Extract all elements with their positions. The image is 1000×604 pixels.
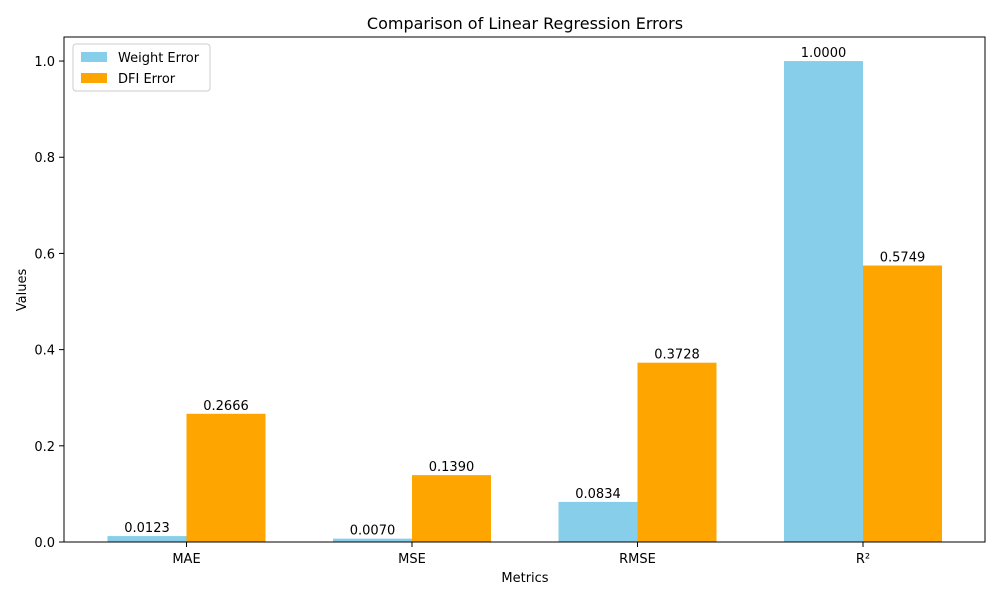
legend-label: DFI Error [118, 72, 176, 87]
bar-dfi-error-3 [863, 265, 942, 542]
bar-dfi-error-1 [412, 475, 491, 542]
bar-value-label: 1.0000 [801, 46, 847, 61]
legend-label: Weight Error [118, 51, 200, 66]
x-tick-label: RMSE [619, 552, 656, 567]
y-tick-label: 1.0 [34, 55, 55, 70]
bar-value-label: 0.2666 [203, 399, 249, 414]
bar-value-label: 0.5749 [880, 251, 926, 266]
bar-value-label: 0.0834 [575, 487, 621, 502]
legend-box [72, 43, 211, 92]
y-tick-label: 0.6 [34, 247, 55, 262]
bar-dfi-error-2 [637, 362, 717, 542]
x-tick-label: MAE [172, 552, 200, 567]
y-tick-label: 0.8 [34, 151, 55, 166]
bar-value-label: 0.3728 [654, 348, 700, 363]
axes-layer: MAE MSE RMSE R² 0.0 0.2 0.4 0.6 0.8 1.0 [34, 36, 986, 567]
bar-value-label: 0.0070 [350, 524, 396, 539]
bar-weight-error-0 [107, 536, 187, 542]
bar-value-label: 0.0123 [124, 521, 170, 536]
legend-swatch [81, 52, 107, 62]
x-axis-label: Metrics [501, 571, 548, 586]
bar-weight-error-2 [558, 501, 638, 542]
bar-weight-error-1 [333, 538, 412, 542]
plot-frame [63, 36, 986, 543]
x-tick-label: MSE [398, 552, 426, 567]
y-tick-label: 0.4 [34, 344, 55, 359]
y-tick-label: 0.0 [34, 536, 55, 551]
chart-title: Comparison of Linear Regression Errors [367, 14, 683, 33]
bar-value-label: 0.1390 [429, 460, 475, 475]
bar-dfi-error-0 [186, 413, 266, 542]
y-tick-label: 0.2 [34, 440, 55, 455]
legend-swatch [81, 73, 107, 83]
x-tick-label: R² [856, 552, 870, 567]
legend: Weight Error DFI Error [72, 43, 211, 92]
bars-layer: 0.0123 0.2666 0.0070 0.1390 0.0834 0.3728 1.00… [107, 46, 942, 543]
y-axis-label: Values [15, 269, 30, 312]
bar-weight-error-3 [784, 61, 863, 543]
